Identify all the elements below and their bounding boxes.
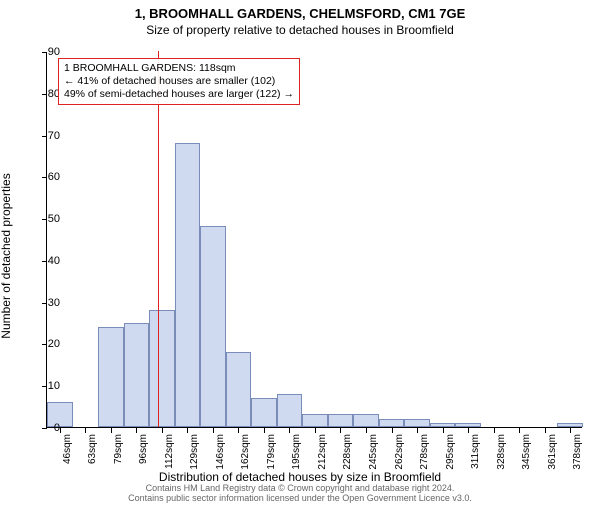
plot-area (46, 52, 582, 428)
annotation-box: 1 BROOMHALL GARDENS: 118sqm← 41% of deta… (58, 58, 300, 105)
x-tick-label: 295sqm (445, 434, 456, 470)
y-tick-label: 30 (32, 297, 60, 309)
x-tick-mark (443, 428, 444, 433)
histogram-bar (379, 419, 405, 427)
x-tick-label: 278sqm (419, 434, 430, 470)
x-tick-mark (264, 428, 265, 433)
histogram-bar (455, 423, 481, 427)
histogram-bar (557, 423, 583, 427)
x-tick-mark (136, 428, 137, 433)
y-tick-label: 80 (32, 88, 60, 100)
histogram-bar (328, 414, 354, 427)
x-tick-label: 96sqm (138, 434, 149, 464)
x-tick-mark (289, 428, 290, 433)
annotation-line: 1 BROOMHALL GARDENS: 118sqm (64, 62, 294, 75)
x-tick-label: 328sqm (496, 434, 507, 470)
x-tick-mark (417, 428, 418, 433)
y-tick-label: 70 (32, 130, 60, 142)
y-tick-label: 50 (32, 213, 60, 225)
x-tick-mark (315, 428, 316, 433)
histogram-bar (200, 226, 226, 427)
histogram-bar (430, 423, 456, 427)
reference-line (158, 51, 159, 427)
x-tick-label: 212sqm (317, 434, 328, 470)
x-tick-label: 46sqm (62, 434, 73, 464)
x-tick-mark (162, 428, 163, 433)
x-tick-mark (213, 428, 214, 433)
y-tick-label: 0 (32, 422, 60, 434)
histogram-bar (277, 394, 303, 427)
x-tick-label: 228sqm (342, 434, 353, 470)
x-tick-label: 378sqm (572, 434, 583, 470)
annotation-line: ← 41% of detached houses are smaller (10… (64, 75, 294, 88)
chart-area (46, 52, 582, 428)
x-tick-label: 245sqm (368, 434, 379, 470)
x-tick-mark (85, 428, 86, 433)
x-tick-mark (392, 428, 393, 433)
x-tick-label: 129sqm (189, 434, 200, 470)
x-tick-mark (238, 428, 239, 433)
x-tick-mark (187, 428, 188, 433)
y-tick-label: 90 (32, 46, 60, 58)
histogram-bar (175, 143, 201, 427)
x-tick-mark (519, 428, 520, 433)
x-axis-label: Distribution of detached houses by size … (0, 470, 600, 484)
y-axis-label: Number of detached properties (0, 173, 13, 338)
x-tick-label: 112sqm (164, 434, 175, 469)
x-tick-label: 195sqm (291, 434, 302, 470)
x-tick-label: 361sqm (547, 434, 558, 470)
x-tick-label: 311sqm (470, 434, 481, 469)
y-tick-label: 60 (32, 171, 60, 183)
x-tick-mark (494, 428, 495, 433)
x-tick-label: 79sqm (113, 434, 124, 464)
x-tick-mark (366, 428, 367, 433)
x-tick-mark (545, 428, 546, 433)
y-tick-label: 10 (32, 380, 60, 392)
x-tick-mark (111, 428, 112, 433)
x-tick-mark (570, 428, 571, 433)
footer-attribution: Contains HM Land Registry data © Crown c… (0, 484, 600, 504)
histogram-bar (251, 398, 277, 427)
histogram-bar (149, 310, 175, 427)
footer-line2: Contains public sector information licen… (0, 494, 600, 504)
histogram-bar (302, 414, 328, 427)
histogram-bar (353, 414, 379, 427)
annotation-line: 49% of semi-detached houses are larger (… (64, 88, 294, 101)
x-tick-label: 63sqm (87, 434, 98, 464)
x-tick-label: 345sqm (521, 434, 532, 470)
histogram-bar (98, 327, 124, 427)
page-subtitle: Size of property relative to detached ho… (0, 23, 600, 37)
x-tick-label: 179sqm (266, 434, 277, 470)
x-tick-label: 262sqm (394, 434, 405, 470)
histogram-bar (124, 323, 150, 427)
histogram-bar (404, 419, 430, 427)
x-tick-mark (340, 428, 341, 433)
x-tick-mark (468, 428, 469, 433)
y-tick-label: 20 (32, 338, 60, 350)
x-tick-label: 162sqm (240, 434, 251, 470)
histogram-bar (226, 352, 252, 427)
y-tick-label: 40 (32, 255, 60, 267)
page-title: 1, BROOMHALL GARDENS, CHELMSFORD, CM1 7G… (0, 6, 600, 21)
x-tick-label: 146sqm (215, 434, 226, 470)
